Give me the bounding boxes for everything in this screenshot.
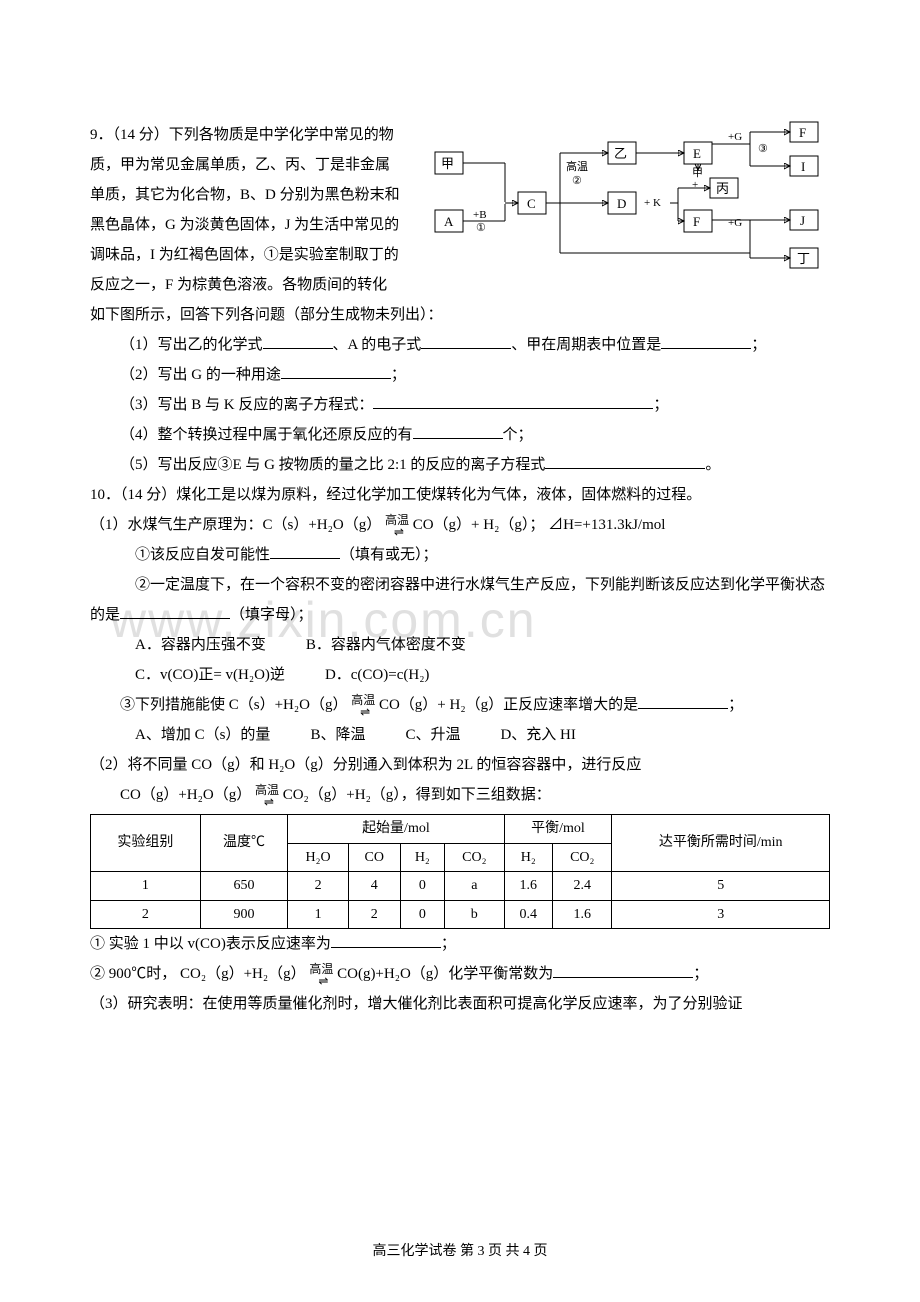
lbl-B: +B — [473, 209, 487, 221]
q10-p3: （3）研究表明：在使用等质量催化剂时，增大催化剂比表面积可提高化学反应速率，为了… — [90, 989, 830, 1019]
q10-choices-AB: A．容器内压强不变B．容器内气体密度不变 — [90, 630, 830, 660]
q9-diagram: 甲 A +B ① C 高温 ② 乙 D + K — [410, 120, 830, 286]
th-co2: CO₂ — [445, 843, 504, 872]
box-Ftop: F — [799, 125, 806, 140]
table-head-row1: 实验组别 温度℃ 起始量/mol 平衡/mol 达平衡所需时间/min — [91, 815, 830, 844]
th-co: CO — [348, 843, 400, 872]
q10-1-2: ②一定温度下，在一个容积不变的密闭容器中进行水煤气生产反应，下列能判断该反应达到… — [90, 570, 830, 630]
eq-arrow-2: 高温⇌ — [351, 694, 375, 718]
box-yi: 乙 — [614, 146, 627, 161]
q10-table: 实验组别 温度℃ 起始量/mol 平衡/mol 达平衡所需时间/min H₂O … — [90, 814, 830, 929]
q10-2-2: ② 900℃时， CO₂（g）+H₂（g） 高温⇌ CO(g)+H₂O（g）化学… — [90, 959, 830, 989]
th-group: 实验组别 — [91, 815, 201, 872]
th-start: 起始量/mol — [288, 815, 504, 844]
lbl-G1: +G — [728, 131, 742, 143]
th-h2e: H₂ — [504, 843, 553, 872]
th-h2: H₂ — [400, 843, 445, 872]
eq-arrow-3: 高温⇌ — [255, 784, 279, 808]
q10-p1: （1）水煤气生产原理为：C（s）+H₂O（g） 高温⇌ CO（g）+ H₂（g）… — [90, 510, 830, 540]
box-ding: 丁 — [797, 251, 810, 266]
box-F: F — [693, 214, 700, 229]
q9-sub2: （2）写出 G 的一种用途； — [90, 360, 830, 390]
eq-arrow-1: 高温⇌ — [385, 514, 409, 538]
th-time: 达平衡所需时间/min — [612, 815, 830, 872]
q9-number: 9． — [90, 127, 113, 143]
box-bing: 丙 — [716, 181, 729, 196]
eq-arrow-4: 高温⇌ — [309, 963, 333, 987]
q10-1-1: ①该反应自发可能性（填有或无）； — [90, 540, 830, 570]
svg-text:+: + — [692, 179, 698, 191]
q10-2-1: ① 实验 1 中以 v(CO)表示反应速率为； — [90, 929, 830, 959]
q10-choices-CD: C．v(CO)正= v(H₂O)逆D．c(CO)=c(H₂) — [90, 660, 830, 690]
box-C: C — [527, 196, 536, 211]
box-jia: 甲 — [441, 156, 454, 171]
box-D: D — [617, 196, 626, 211]
th-co2e: CO₂ — [553, 843, 612, 872]
q9-sub3: （3）写出 B 与 K 反应的离子方程式：； — [90, 390, 830, 420]
q10-1-3: ③下列措施能使 C（s）+H₂O（g） 高温⇌ CO（g）+ H₂（g）正反应速… — [90, 690, 830, 720]
q9-sub4: （4）整个转换过程中属于氧化还原反应的有个； — [90, 420, 830, 450]
q9-sub5: （5）写出反应③E 与 G 按物质的量之比 2:1 的反应的离子方程式。 — [90, 450, 830, 480]
page-footer: 高三化学试卷 第 3 页 共 4 页 — [0, 1238, 920, 1266]
lbl-c1: ① — [476, 222, 486, 234]
q10-stem: 10．（14 分）煤化工是以煤为原料，经过化学加工使煤转化为气体，液体，固体燃料… — [90, 480, 830, 510]
th-temp: 温度℃ — [200, 815, 288, 872]
table-row: 2 900 1 2 0 b 0.4 1.6 3 — [91, 900, 830, 929]
lbl-gw: 高温 — [566, 159, 588, 173]
table-row: 1 650 2 4 0 a 1.6 2.4 5 — [91, 872, 830, 901]
th-eq: 平衡/mol — [504, 815, 612, 844]
q10-p2a: （2）将不同量 CO（g）和 H₂O（g）分别通入到体积为 2L 的恒容容器中，… — [90, 750, 830, 780]
q9-sub1: （1）写出乙的化学式、A 的电子式、甲在周期表中位置是； — [90, 330, 830, 360]
box-E: E — [693, 146, 701, 161]
q10-p2b: CO（g）+H₂O（g） 高温⇌ CO₂（g）+H₂（g），得到如下三组数据： — [90, 780, 830, 810]
lbl-c2: ② — [572, 175, 582, 187]
box-I: I — [801, 159, 805, 174]
box-A: A — [444, 214, 454, 229]
lbl-G2: +G — [728, 217, 742, 229]
lbl-c3: ③ — [758, 143, 768, 155]
lbl-K: + K — [644, 197, 661, 209]
box-J: J — [800, 213, 805, 228]
q10-choices-3: A、增加 C（s）的量B、降温C、升温D、充入 HI — [90, 720, 830, 750]
th-h2o: H₂O — [288, 843, 349, 872]
